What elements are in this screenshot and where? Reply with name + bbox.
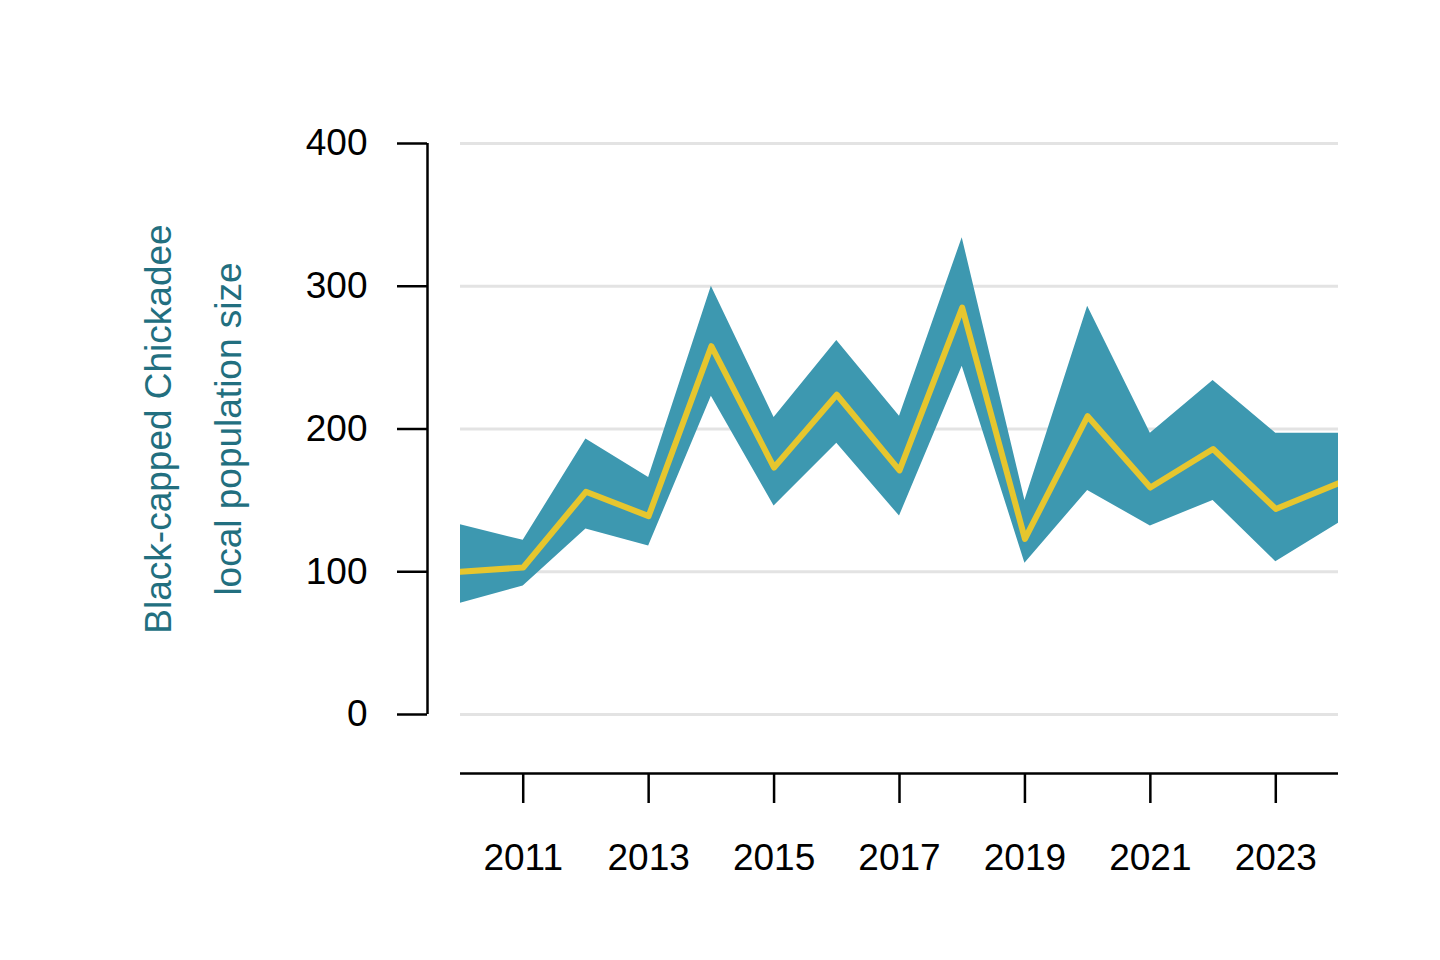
svg-text:2015: 2015 <box>733 837 815 878</box>
svg-text:Black-capped Chickadeelocal po: Black-capped Chickadeelocal population s… <box>138 224 249 633</box>
svg-text:0: 0 <box>347 693 368 734</box>
svg-text:300: 300 <box>306 265 368 306</box>
svg-text:400: 400 <box>306 122 368 163</box>
svg-text:2011: 2011 <box>483 837 563 878</box>
svg-text:2017: 2017 <box>858 837 940 878</box>
svg-text:200: 200 <box>306 408 368 449</box>
svg-text:100: 100 <box>306 551 368 592</box>
svg-text:2023: 2023 <box>1235 837 1317 878</box>
svg-text:2021: 2021 <box>1109 837 1191 878</box>
svg-text:2019: 2019 <box>984 837 1066 878</box>
svg-text:2013: 2013 <box>607 837 689 878</box>
